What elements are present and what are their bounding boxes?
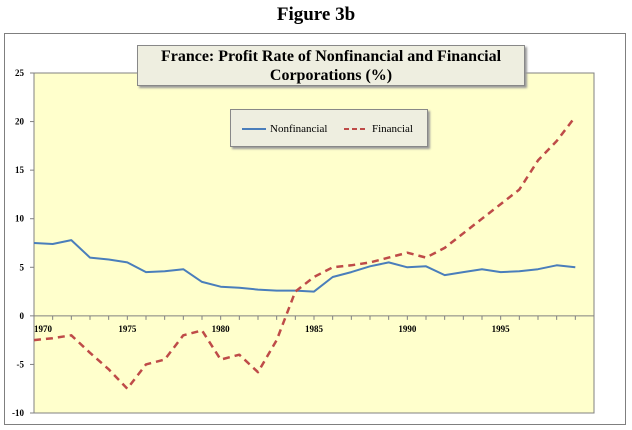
y-tick-label: -5	[17, 359, 25, 369]
x-tick-label: 1980	[212, 324, 231, 334]
chart-title-line-2: Corporations (%)	[269, 67, 393, 84]
y-tick-label: 5	[20, 262, 25, 272]
legend-item-nonfinancial: Nonfinancial	[241, 123, 327, 135]
x-tick-label: 1970	[34, 324, 53, 334]
legend-item-financial: Financial	[343, 123, 413, 135]
x-tick-label: 1975	[118, 324, 137, 334]
series-line-nonfinancial	[33, 239, 576, 293]
chart-title: France: Profit Rate of Nonfinancial and …	[137, 45, 525, 86]
legend-swatch-financial	[344, 128, 368, 130]
y-tick-label: 15	[15, 165, 25, 175]
x-axis: 1970 1975 1980 1985 1990 1995	[33, 315, 595, 334]
y-tick-label: 0	[20, 311, 25, 321]
series-line-financial	[33, 115, 577, 390]
series-lines	[33, 115, 577, 390]
x-tick-label: 1985	[305, 324, 324, 334]
legend: Nonfinancial Financial	[230, 109, 428, 147]
y-tick-label: 25	[15, 68, 25, 78]
legend-label-financial: Financial	[372, 123, 413, 135]
y-axis: 25 20 15 10 5 0 -5 -10	[12, 68, 35, 418]
y-tick-label: 10	[15, 214, 25, 224]
y-tick-label: 20	[15, 117, 25, 127]
x-tick-label: 1995	[492, 324, 511, 334]
y-tick-label: -10	[12, 408, 24, 418]
legend-swatch-nonfinancial	[242, 128, 266, 130]
legend-label-nonfinancial: Nonfinancial	[270, 123, 328, 135]
x-tick-label: 1990	[398, 324, 417, 334]
chart-title-line-1: France: Profit Rate of Nonfinancial and …	[160, 48, 502, 65]
figure-title: Figure 3b	[276, 4, 356, 25]
